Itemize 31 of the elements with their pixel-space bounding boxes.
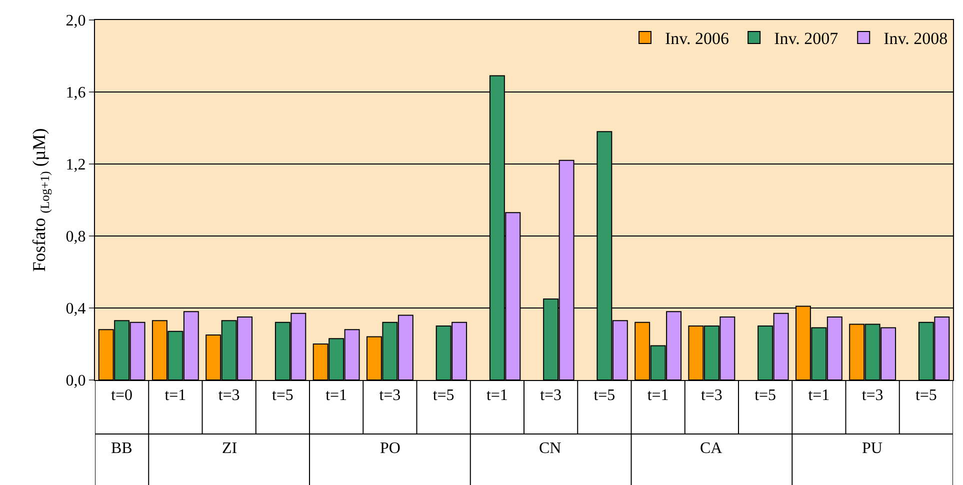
legend-label: Inv. 2006 bbox=[665, 29, 730, 48]
x-tick-label: t=0 bbox=[111, 387, 133, 404]
x-tick-label: t=1 bbox=[164, 387, 186, 404]
y-tick-label: 0,0 bbox=[66, 372, 86, 390]
y-tick-label: 0,4 bbox=[66, 300, 86, 318]
y-tick-label: 1,2 bbox=[66, 156, 86, 174]
x-tick-label: t=3 bbox=[700, 387, 722, 404]
text: CA bbox=[700, 440, 723, 457]
x-tick-label: t=1 bbox=[808, 387, 830, 404]
text: PO bbox=[380, 440, 400, 457]
x-tick-label: t=5 bbox=[594, 387, 616, 404]
x-tick-label: t=1 bbox=[486, 387, 508, 404]
legend-label: Inv. 2008 bbox=[884, 29, 948, 48]
text: PU bbox=[862, 440, 883, 457]
y-tick-label: 2,0 bbox=[66, 12, 86, 30]
y-tick-label: 0,8 bbox=[66, 228, 86, 246]
x-tick-label: t=5 bbox=[432, 387, 454, 404]
x-tick-label: t=5 bbox=[272, 387, 294, 404]
text: BB bbox=[111, 440, 132, 457]
text: CN bbox=[539, 440, 562, 457]
x-tick-label: t=3 bbox=[540, 387, 562, 404]
x-tick-label: t=5 bbox=[915, 387, 937, 404]
legend-label: Inv. 2007 bbox=[774, 29, 839, 48]
x-tick-label: t=5 bbox=[754, 387, 776, 404]
text: ZI bbox=[222, 440, 238, 457]
x-tick-label: t=1 bbox=[647, 387, 669, 404]
x-tick-label: t=3 bbox=[862, 387, 884, 404]
x-tick-label: t=1 bbox=[326, 387, 348, 404]
x-tick-label: t=3 bbox=[218, 387, 240, 404]
x-tick-label: t=3 bbox=[379, 387, 401, 404]
y-tick-label: 1,6 bbox=[66, 84, 86, 102]
